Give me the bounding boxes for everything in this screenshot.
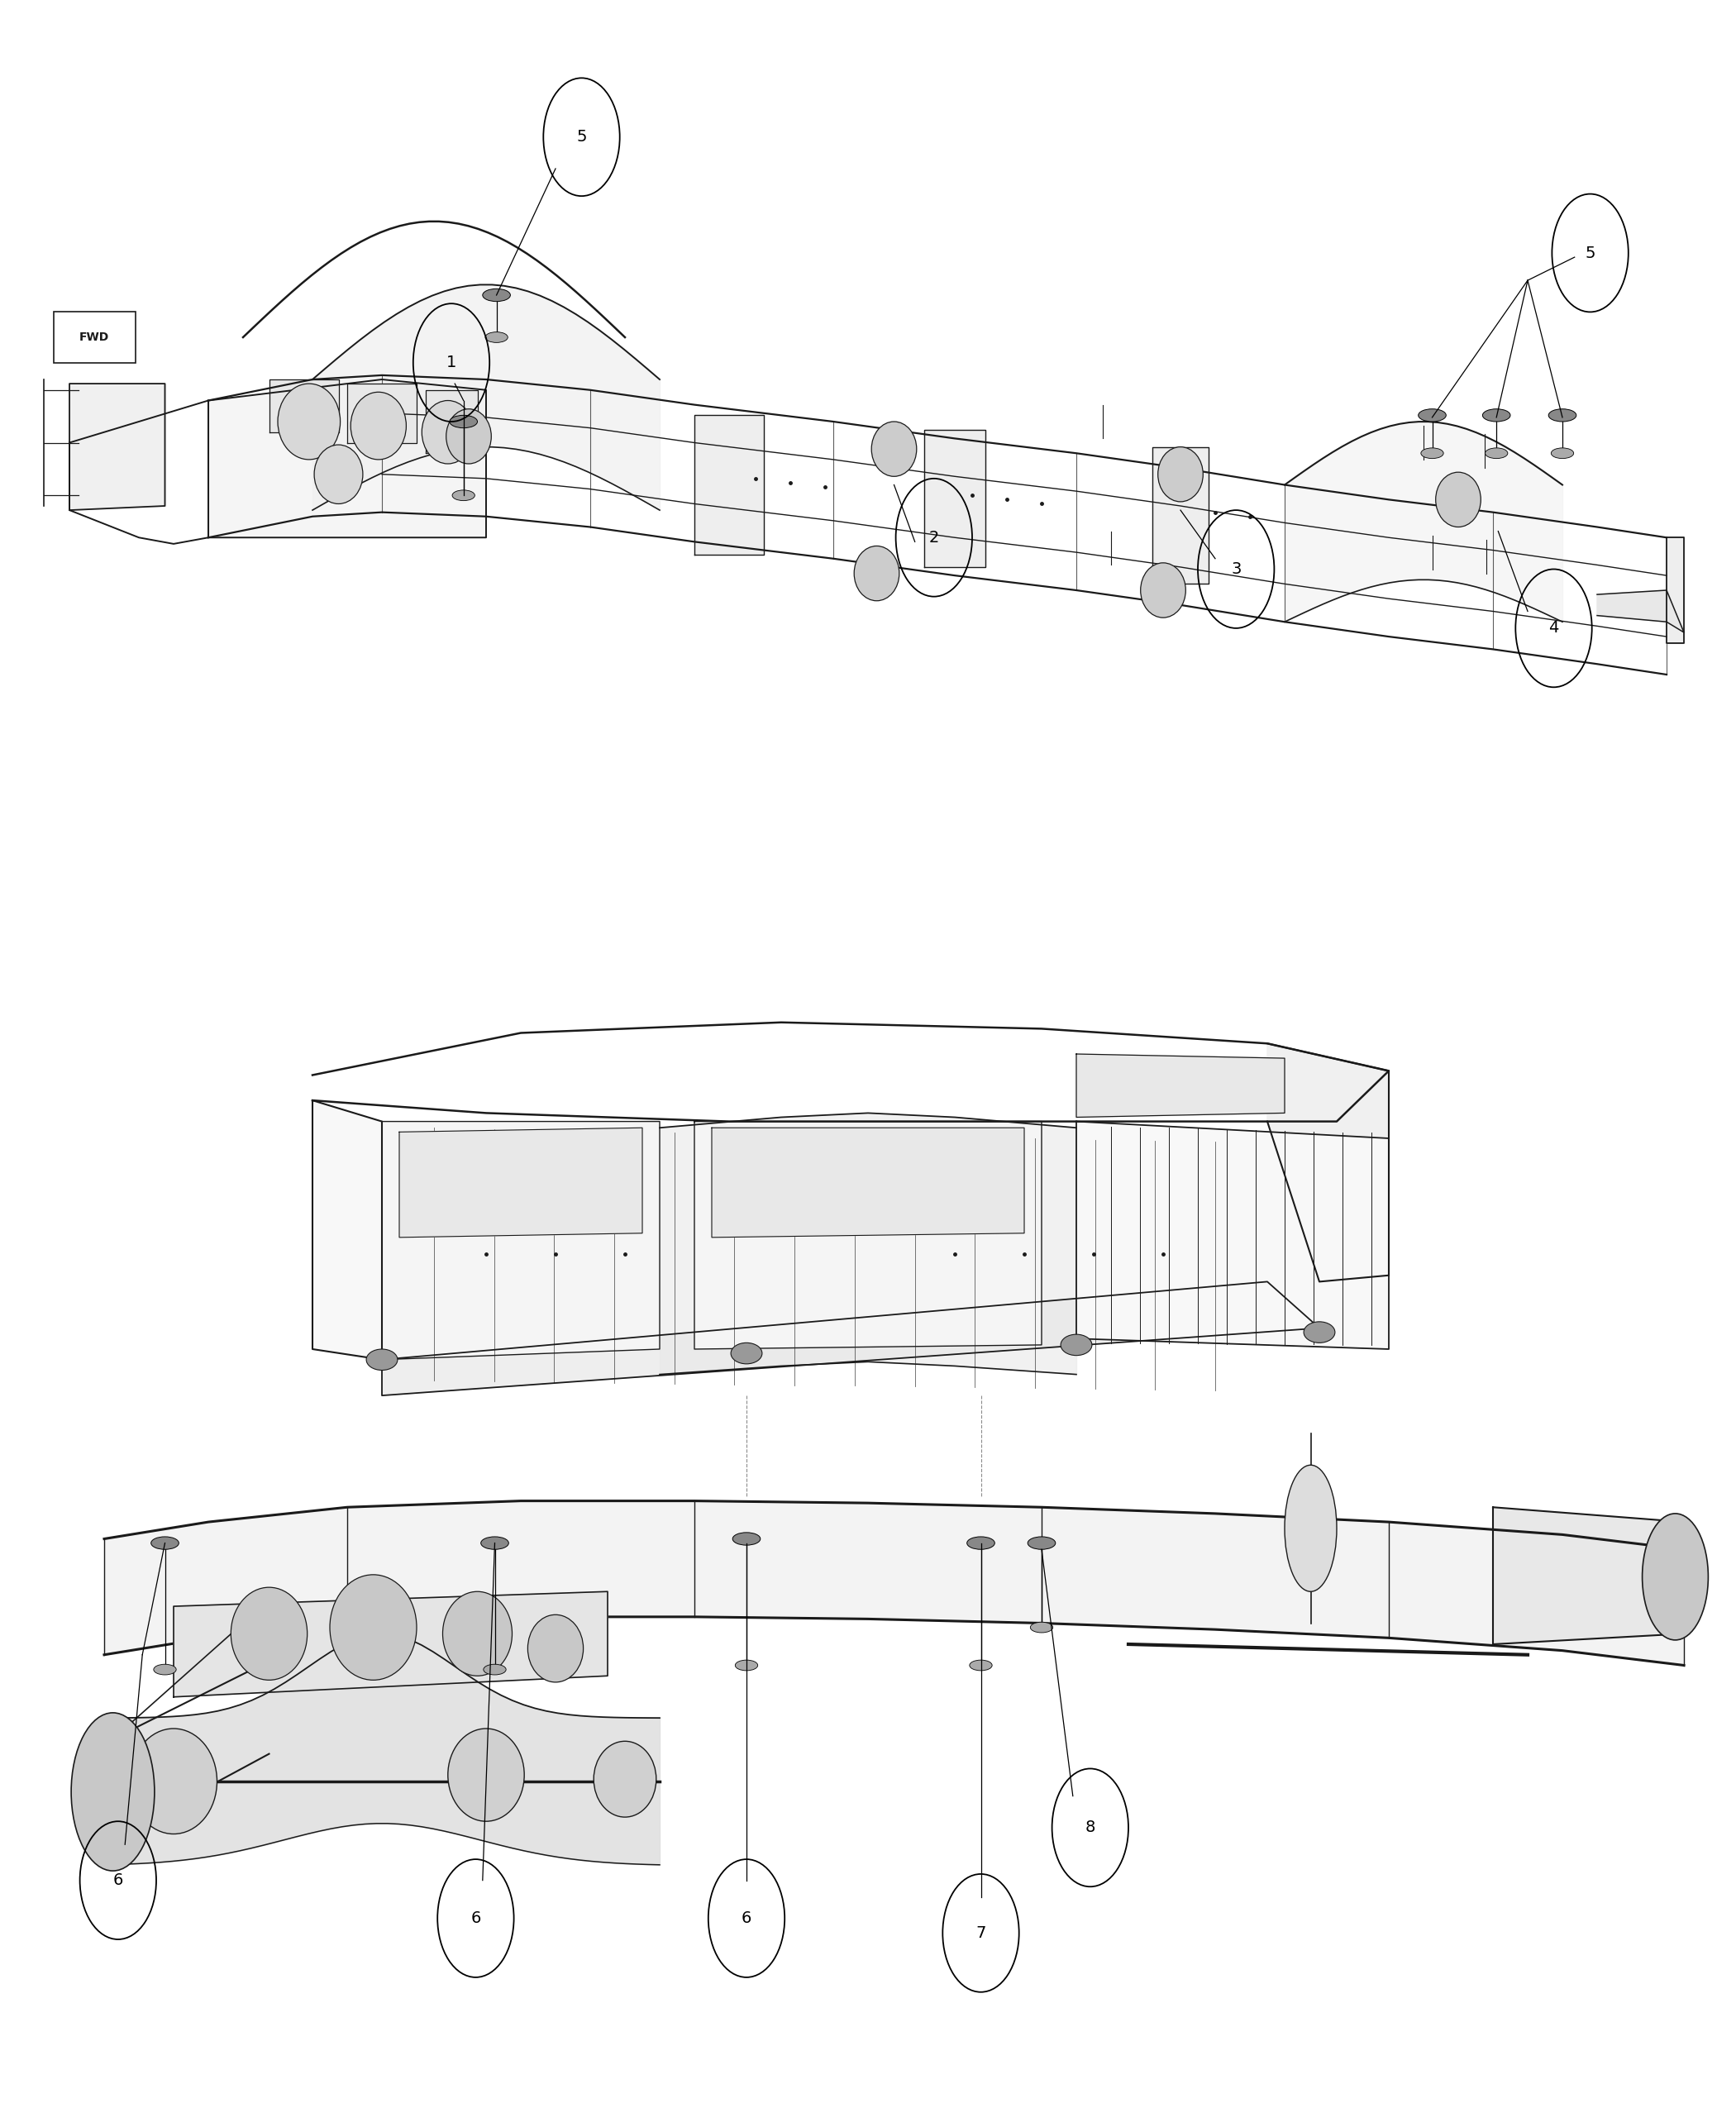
- Polygon shape: [382, 1282, 1319, 1395]
- Ellipse shape: [71, 1712, 155, 1872]
- Ellipse shape: [1061, 1334, 1092, 1355]
- Ellipse shape: [451, 491, 476, 502]
- Circle shape: [528, 1615, 583, 1682]
- Ellipse shape: [483, 1665, 507, 1674]
- Polygon shape: [694, 1121, 1042, 1349]
- Polygon shape: [1597, 590, 1684, 632]
- Polygon shape: [382, 1121, 660, 1360]
- Polygon shape: [69, 401, 208, 544]
- Polygon shape: [174, 1592, 608, 1697]
- Circle shape: [594, 1741, 656, 1817]
- Polygon shape: [1153, 447, 1208, 584]
- Polygon shape: [425, 390, 477, 453]
- Text: 4: 4: [1549, 620, 1559, 637]
- Circle shape: [1436, 472, 1481, 527]
- Ellipse shape: [151, 1537, 179, 1549]
- Ellipse shape: [450, 415, 477, 428]
- Ellipse shape: [1642, 1514, 1708, 1640]
- Ellipse shape: [969, 1661, 993, 1670]
- Circle shape: [1141, 563, 1186, 618]
- Ellipse shape: [1418, 409, 1446, 422]
- Text: FWD: FWD: [78, 331, 109, 344]
- Ellipse shape: [153, 1665, 177, 1674]
- Polygon shape: [312, 1022, 1389, 1121]
- Circle shape: [130, 1729, 217, 1834]
- Circle shape: [446, 409, 491, 464]
- Polygon shape: [1667, 538, 1684, 643]
- Polygon shape: [69, 384, 165, 510]
- Circle shape: [1158, 447, 1203, 502]
- Circle shape: [443, 1592, 512, 1676]
- Polygon shape: [925, 430, 986, 567]
- Text: 5: 5: [1585, 245, 1595, 261]
- Ellipse shape: [1420, 449, 1444, 460]
- Ellipse shape: [1549, 409, 1576, 422]
- Text: 6: 6: [113, 1872, 123, 1889]
- FancyBboxPatch shape: [54, 312, 135, 363]
- Polygon shape: [312, 1100, 382, 1360]
- Circle shape: [448, 1729, 524, 1821]
- Polygon shape: [1267, 1043, 1389, 1282]
- Text: 6: 6: [741, 1910, 752, 1927]
- Ellipse shape: [731, 1343, 762, 1364]
- Ellipse shape: [734, 1661, 757, 1670]
- Polygon shape: [208, 379, 486, 538]
- Text: 7: 7: [976, 1925, 986, 1941]
- Text: 8: 8: [1085, 1819, 1095, 1836]
- Ellipse shape: [967, 1537, 995, 1549]
- Circle shape: [351, 392, 406, 460]
- Ellipse shape: [1484, 449, 1509, 460]
- Circle shape: [278, 384, 340, 460]
- Ellipse shape: [1552, 449, 1575, 460]
- Ellipse shape: [484, 333, 507, 344]
- Ellipse shape: [1028, 1537, 1055, 1549]
- Text: 3: 3: [1231, 561, 1241, 578]
- Ellipse shape: [1285, 1465, 1337, 1592]
- Text: 2: 2: [929, 529, 939, 546]
- Ellipse shape: [1304, 1322, 1335, 1343]
- Polygon shape: [1493, 1507, 1684, 1644]
- Ellipse shape: [366, 1349, 398, 1370]
- Polygon shape: [347, 384, 417, 443]
- Circle shape: [314, 445, 363, 504]
- Ellipse shape: [483, 289, 510, 301]
- Polygon shape: [1076, 1054, 1285, 1117]
- Text: 1: 1: [446, 354, 457, 371]
- Polygon shape: [694, 415, 764, 554]
- Circle shape: [330, 1575, 417, 1680]
- Polygon shape: [269, 379, 339, 432]
- Text: 6: 6: [470, 1910, 481, 1927]
- Ellipse shape: [733, 1533, 760, 1545]
- Circle shape: [422, 401, 474, 464]
- Circle shape: [854, 546, 899, 601]
- Polygon shape: [1076, 1121, 1389, 1349]
- Text: 5: 5: [576, 129, 587, 145]
- Ellipse shape: [1483, 409, 1510, 422]
- Circle shape: [871, 422, 917, 476]
- Circle shape: [231, 1587, 307, 1680]
- Ellipse shape: [1029, 1623, 1052, 1632]
- Polygon shape: [712, 1128, 1024, 1237]
- Polygon shape: [399, 1128, 642, 1237]
- Ellipse shape: [481, 1537, 509, 1549]
